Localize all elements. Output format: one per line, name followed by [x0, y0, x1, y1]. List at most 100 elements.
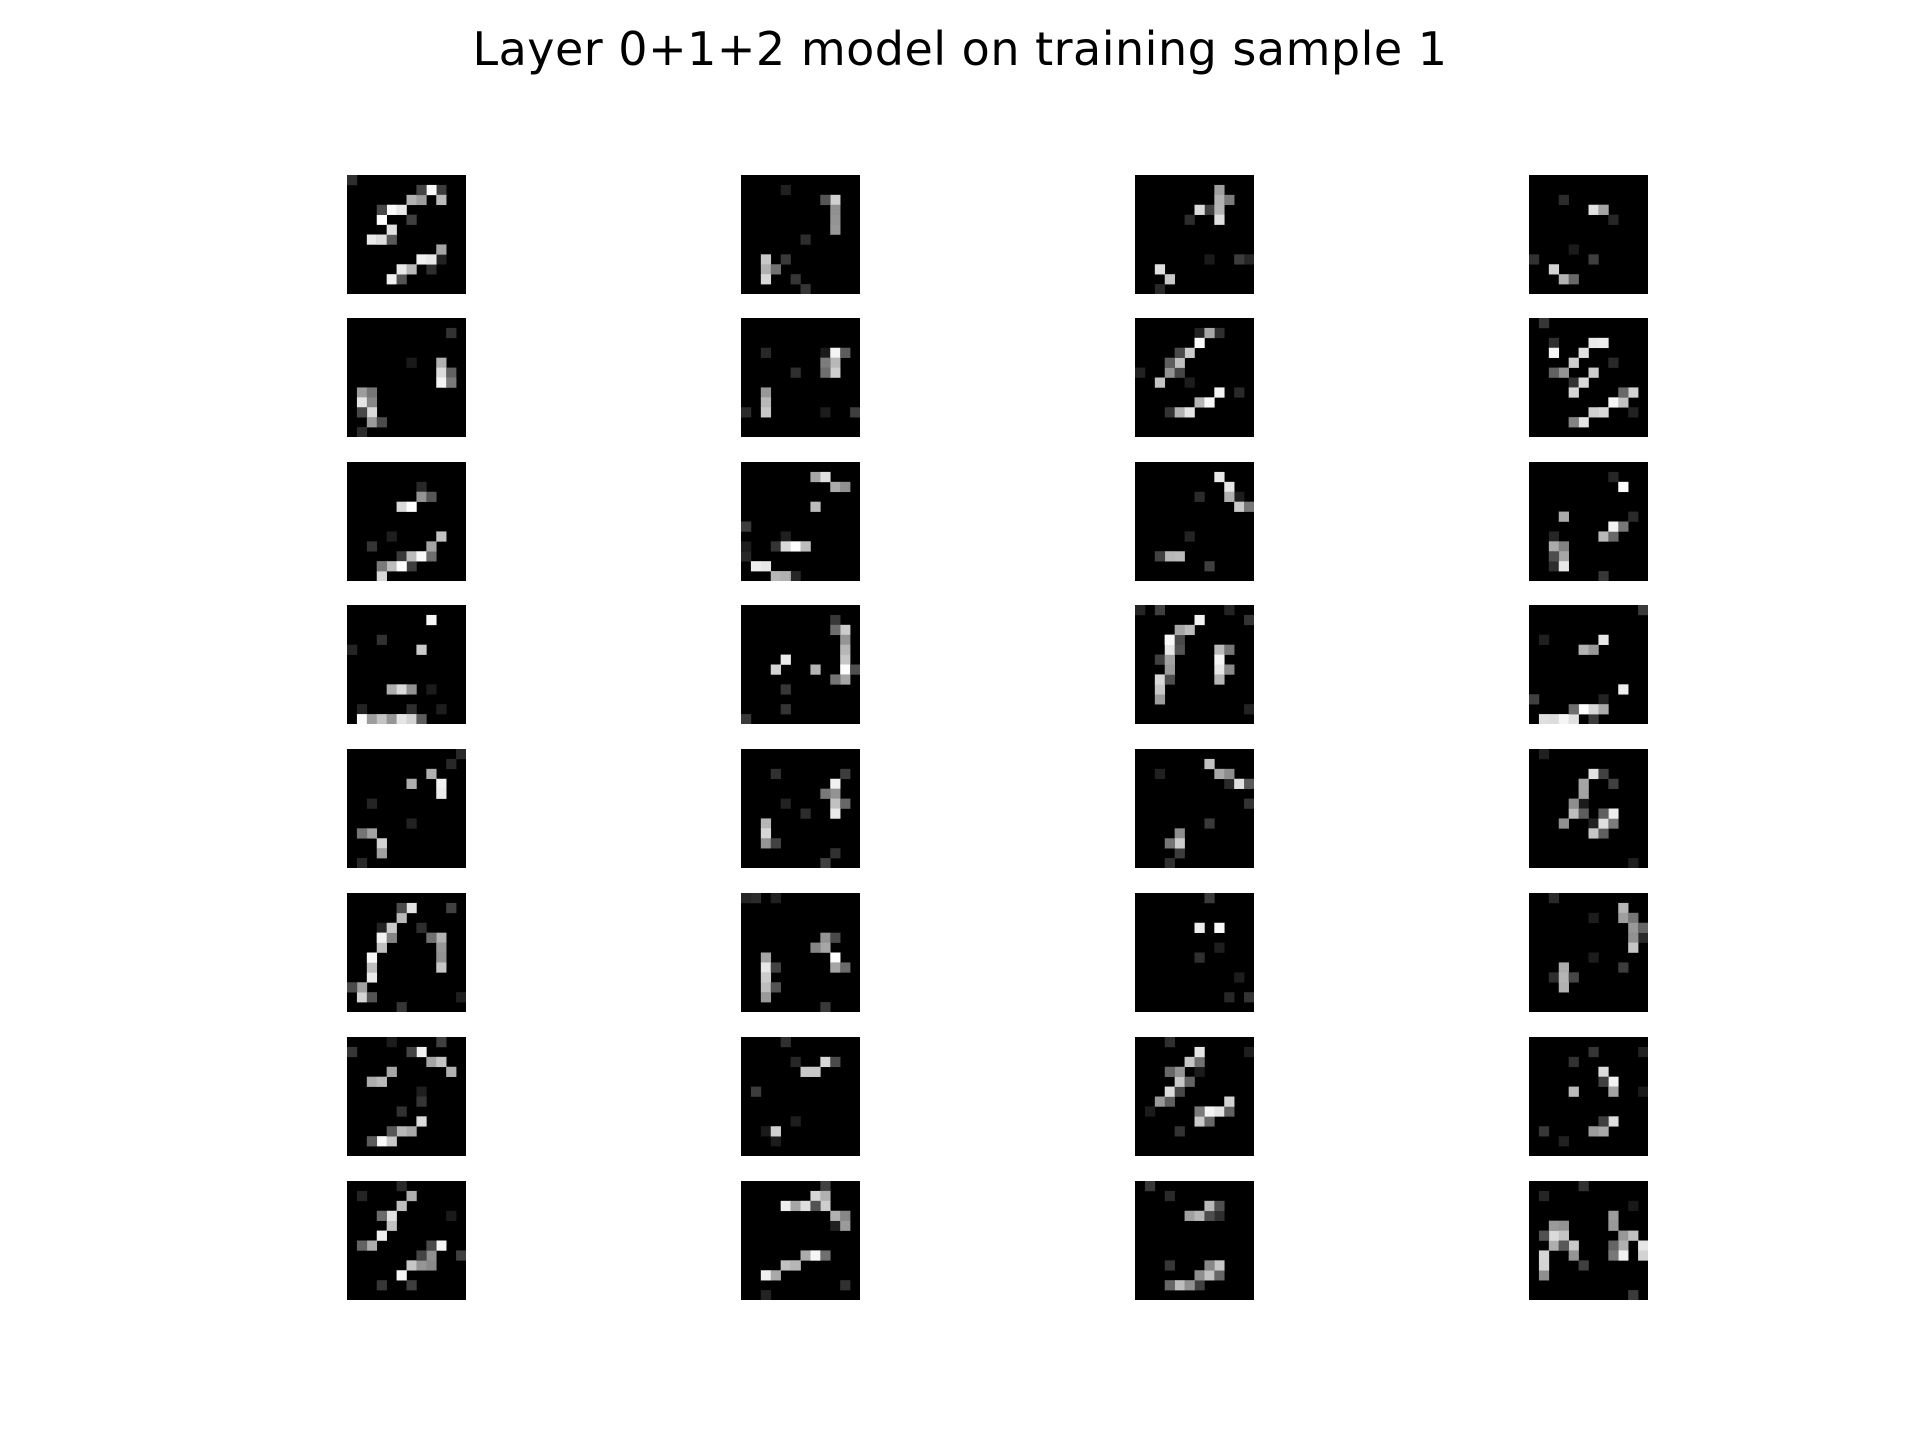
feature-pixel — [1588, 1126, 1599, 1137]
feature-pixel — [396, 1181, 407, 1192]
feature-pixel — [386, 932, 397, 943]
feature-pixel — [820, 357, 831, 368]
feature-pixel — [1618, 684, 1629, 695]
feature-pixel — [1194, 1106, 1205, 1117]
feature-pixel — [830, 357, 841, 368]
feature-pixel — [1558, 274, 1569, 285]
feature-pixel — [1174, 1066, 1185, 1077]
feature-pixel — [790, 541, 801, 552]
feature-map-image — [347, 1181, 466, 1300]
feature-pixel — [1548, 367, 1560, 378]
feature-pixel — [456, 749, 466, 760]
feature-pixel — [376, 417, 387, 428]
feature-pixel — [760, 1270, 772, 1281]
feature-map-panel — [1135, 605, 1254, 724]
feature-pixel — [436, 942, 447, 953]
feature-pixel — [1244, 798, 1254, 809]
feature-pixel — [760, 561, 772, 572]
feature-pixel — [386, 531, 397, 542]
feature-pixel — [741, 893, 752, 904]
feature-pixel — [1244, 992, 1254, 1003]
feature-pixel — [1598, 204, 1609, 215]
feature-pixel — [820, 367, 831, 378]
feature-pixel — [436, 952, 447, 963]
feature-pixel — [1568, 274, 1579, 285]
feature-pixel — [820, 407, 831, 418]
feature-pixel — [1214, 768, 1225, 780]
feature-pixel — [760, 347, 772, 358]
feature-pixel — [760, 982, 772, 993]
feature-pixel — [770, 893, 781, 904]
feature-pixel — [760, 992, 772, 1003]
feature-pixel — [1224, 992, 1235, 1003]
feature-pixel — [770, 838, 781, 849]
feature-pixel — [770, 1136, 781, 1147]
feature-pixel — [386, 274, 397, 285]
feature-map-panel — [347, 749, 466, 868]
feature-pixel — [1558, 561, 1569, 572]
feature-pixel — [396, 1126, 407, 1137]
feature-pixel — [1204, 327, 1215, 339]
feature-pixel — [366, 397, 378, 408]
feature-pixel — [1588, 367, 1599, 378]
feature-pixel — [1204, 1210, 1215, 1221]
feature-pixel — [1224, 644, 1235, 655]
feature-pixel — [1558, 541, 1569, 552]
feature-pixel — [1214, 184, 1225, 196]
feature-map-image — [347, 462, 466, 581]
feature-pixel — [820, 471, 831, 483]
feature-pixel — [1194, 1280, 1205, 1291]
feature-pixel — [416, 922, 427, 933]
feature-pixel — [820, 1200, 831, 1212]
feature-pixel — [1608, 808, 1619, 819]
feature-pixel — [426, 184, 437, 196]
feature-pixel — [1194, 614, 1205, 626]
feature-pixel — [1194, 327, 1205, 339]
feature-pixel — [1194, 491, 1205, 502]
feature-map-image — [347, 175, 466, 294]
feature-pixel — [1628, 387, 1639, 398]
feature-pixel — [770, 264, 781, 275]
feature-pixel — [376, 234, 387, 245]
feature-pixel — [1538, 1260, 1550, 1271]
feature-pixel — [1164, 1086, 1175, 1097]
feature-pixel — [356, 704, 368, 715]
feature-pixel — [1214, 1200, 1225, 1212]
feature-map-image — [1135, 462, 1254, 581]
feature-pixel — [426, 491, 437, 502]
feature-pixel — [1234, 491, 1245, 502]
feature-pixel — [1588, 714, 1599, 724]
feature-pixel — [456, 1250, 466, 1261]
feature-pixel — [436, 377, 447, 388]
feature-pixel — [396, 1106, 407, 1117]
feature-pixel — [376, 922, 387, 933]
feature-pixel — [750, 1086, 762, 1097]
feature-map-image — [1529, 605, 1648, 724]
feature-pixel — [1588, 818, 1599, 829]
feature-pixel — [780, 1200, 791, 1212]
feature-pixel — [780, 704, 791, 715]
feature-map-panel — [1135, 893, 1254, 1012]
feature-pixel — [1628, 932, 1639, 943]
feature-pixel — [840, 962, 851, 973]
feature-pixel — [1234, 972, 1245, 983]
feature-pixel — [1204, 893, 1215, 904]
feature-pixel — [1568, 1240, 1579, 1251]
feature-pixel — [1204, 1200, 1215, 1212]
feature-pixel — [386, 684, 397, 695]
feature-pixel — [780, 184, 791, 196]
feature-pixel — [830, 204, 841, 215]
feature-pixel — [436, 932, 447, 943]
feature-pixel — [800, 1200, 811, 1212]
feature-pixel — [396, 264, 407, 275]
feature-pixel — [1184, 1280, 1195, 1291]
feature-pixel — [830, 194, 841, 206]
feature-pixel — [1628, 1200, 1639, 1212]
feature-pixel — [1164, 551, 1175, 562]
feature-pixel — [366, 952, 378, 963]
feature-pixel — [1164, 1037, 1175, 1048]
feature-pixel — [406, 264, 417, 275]
feature-map-image — [1135, 893, 1254, 1012]
feature-pixel — [810, 471, 821, 483]
feature-pixel — [426, 1260, 437, 1271]
